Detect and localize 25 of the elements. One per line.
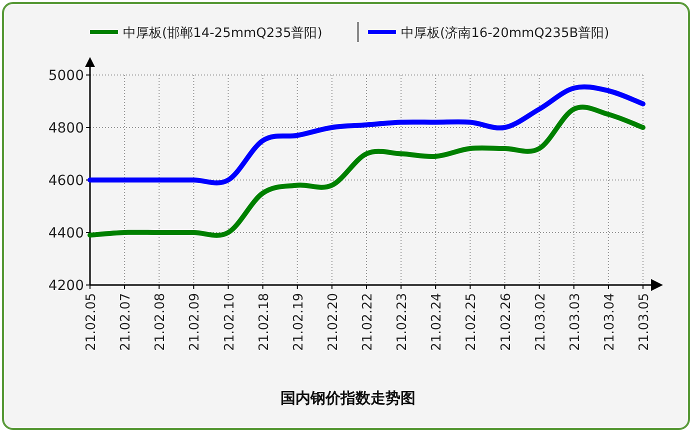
x-tick-label: 21.03.03	[568, 293, 583, 351]
x-tick-label: 21.03.05	[637, 293, 652, 351]
x-tick-label: 21.02.23	[395, 293, 410, 351]
x-tick-label: 21.02.18	[256, 293, 272, 351]
x-tick-label: 21.02.25	[464, 293, 480, 351]
x-tick-label: 21.02.19	[291, 293, 306, 351]
y-tick-label: 4600	[48, 173, 84, 189]
y-tick-label: 5000	[48, 68, 84, 84]
y-tick-label: 4200	[48, 278, 84, 294]
x-tick-label: 21.03.04	[602, 293, 618, 351]
x-tick-label: 21.02.05	[84, 293, 99, 351]
y-tick-label: 4400	[48, 226, 84, 242]
x-tick-label: 21.02.09	[188, 293, 203, 351]
text: 国内钢价指数走势图	[280, 389, 416, 407]
legend-label: 中厚板(济南16-20mmQ235B普阳)	[401, 25, 610, 41]
x-tick-label: 21.02.24	[430, 293, 445, 351]
x-tick-label: 21.02.26	[498, 293, 514, 351]
x-tick-label: 21.02.20	[326, 293, 341, 351]
y-tick-label: 4800	[48, 120, 84, 136]
x-tick-label: 21.02.22	[360, 293, 376, 351]
x-tick-label: 21.02.10	[222, 293, 238, 351]
legend-label: 中厚板(邯郸14-25mmQ235普阳)	[123, 25, 322, 41]
x-tick-label: 21.02.07	[118, 293, 134, 351]
x-tick-label: 21.03.02	[533, 293, 548, 351]
x-tick-label: 21.02.08	[153, 293, 168, 351]
